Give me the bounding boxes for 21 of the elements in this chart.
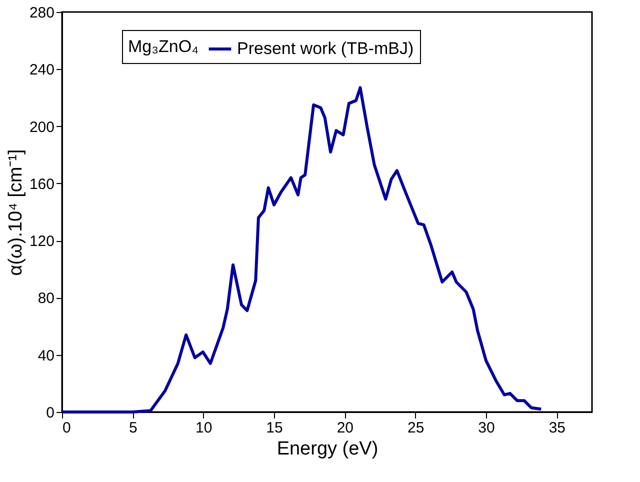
x-tick-label: 25 (407, 420, 424, 436)
y-tick-label: 120 (29, 233, 54, 250)
x-tick-label: 15 (266, 420, 283, 436)
y-tick-label: 0 (46, 404, 54, 422)
y-tick-label: 80 (38, 290, 54, 308)
x-axis-title: Energy (eV) (276, 438, 378, 460)
y-tick-label: 160 (29, 176, 54, 193)
x-tick-label: 10 (195, 420, 212, 436)
legend-title: Mg₃ZnO₄ (128, 37, 199, 56)
y-tick-label: 240 (29, 62, 54, 79)
x-tick-label: 30 (478, 420, 495, 436)
y-tick-label: 200 (29, 118, 54, 136)
y-axis-title: α(ω).10⁴ [cm⁻¹] (5, 149, 26, 276)
x-tick-label: 0 (62, 420, 71, 436)
line-series (60, 86, 543, 414)
x-tick-label: 20 (336, 420, 354, 436)
x-tick-label: 5 (128, 420, 138, 436)
x-tick-label: 35 (548, 420, 566, 436)
y-tick-label: 280 (29, 4, 54, 22)
y-tick-label: 40 (38, 347, 54, 364)
legend-label: Present work (TB-mBJ) (237, 39, 414, 58)
